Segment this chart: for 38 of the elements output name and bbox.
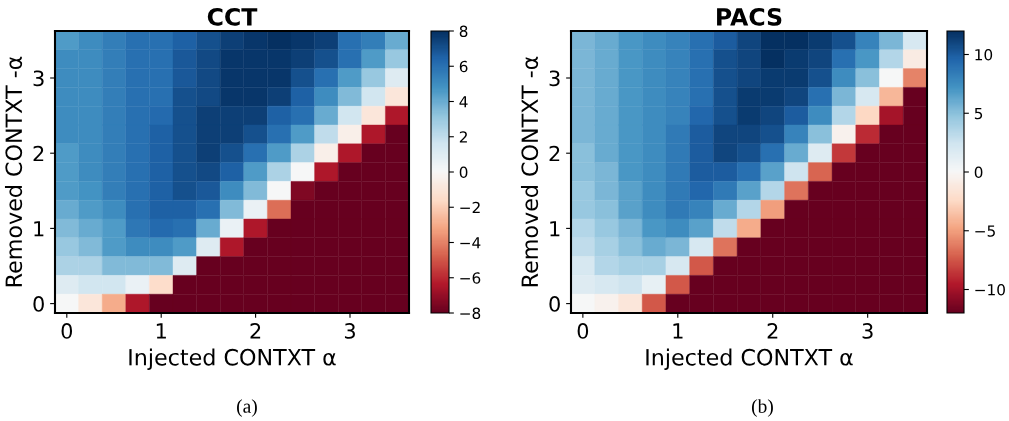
color-bar-label: −6 — [460, 272, 481, 284]
y-tick-label: 1 — [550, 221, 560, 237]
color-bar-label: 5 — [974, 107, 983, 120]
color-bar-label: 0 — [459, 166, 468, 179]
color-bar-label: 6 — [459, 60, 468, 73]
x-tick-label: 3 — [862, 323, 873, 339]
color-bar-label: −10 — [975, 283, 1005, 296]
color-bar-label: −2 — [460, 201, 480, 214]
x-tick-label: 3 — [344, 323, 355, 339]
color-bar-label: −8 — [460, 307, 481, 320]
text: (b) — [751, 399, 773, 417]
y-tick-label: 1 — [34, 221, 44, 237]
chart-title: CCT — [207, 7, 258, 26]
y-tick-label: 0 — [33, 296, 44, 312]
x-tick-label: 2 — [250, 323, 261, 339]
y-axis-title: Removed CONTXT -α — [4, 56, 23, 287]
y-axis-title: Removed CONTXT -α — [520, 56, 539, 287]
color-bar-label: 10 — [975, 48, 993, 61]
x-tick-label: 0 — [61, 323, 73, 339]
x-tick-label: 0 — [577, 323, 589, 339]
x-axis-title: Injected CONTXT α — [646, 348, 853, 370]
y-tick-label: 3 — [33, 70, 44, 87]
y-tick-label: 2 — [549, 145, 560, 162]
color-bar-label: 2 — [459, 131, 467, 143]
color-bar-label: 0 — [974, 166, 983, 179]
x-tick-label: 1 — [673, 323, 683, 339]
color-bar-label: 4 — [459, 96, 468, 108]
y-tick-label: 2 — [33, 145, 44, 162]
x-tick-label: 1 — [156, 323, 166, 339]
chart-title: PACS — [717, 7, 782, 26]
y-tick-label: 3 — [549, 70, 560, 87]
color-bar-label: −5 — [975, 225, 995, 237]
color-bar-label: −4 — [460, 237, 481, 249]
text: (a) — [237, 399, 257, 417]
x-tick-label: 2 — [767, 323, 778, 339]
color-bar-label: 8 — [459, 25, 468, 38]
y-tick-label: 0 — [549, 296, 560, 312]
x-axis-title: Injected CONTXT α — [129, 348, 336, 370]
